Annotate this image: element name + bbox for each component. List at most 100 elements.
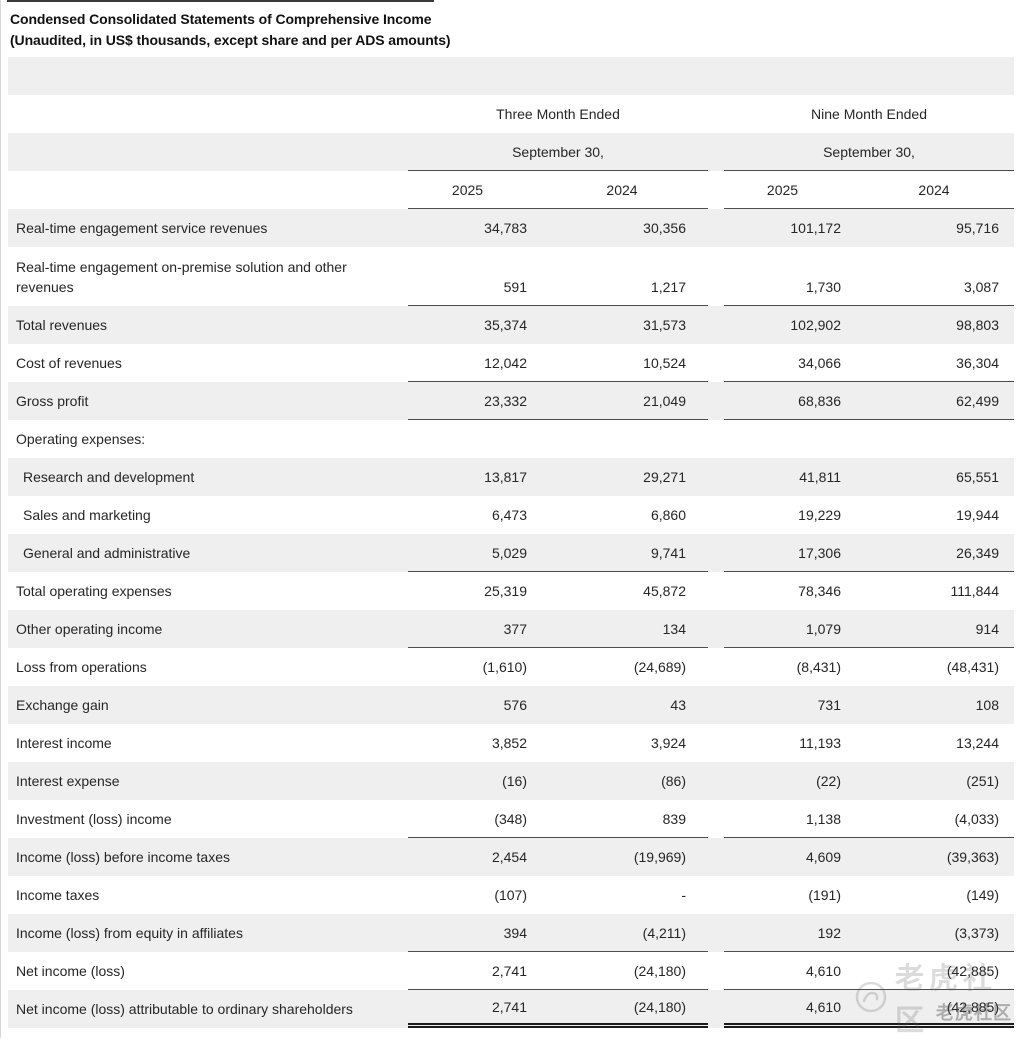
table-row: Operating expenses: bbox=[8, 420, 1014, 458]
cell-3m-2025: 576 bbox=[503, 697, 527, 713]
cell-9m-2024: 95,716 bbox=[956, 220, 999, 236]
year-header-row: 2025 2024 2025 2024 bbox=[8, 171, 1014, 209]
table-row: Gross profit 23,332 21,049 68,836 62,499 bbox=[8, 382, 1014, 420]
row-label: Total revenues bbox=[16, 317, 108, 333]
row-label: Income (loss) before income taxes bbox=[16, 849, 230, 865]
cell-9m-2024: 13,244 bbox=[956, 735, 999, 751]
cell-3m-2024: (4,211) bbox=[642, 924, 686, 941]
cell-3m-2024: 21,049 bbox=[643, 392, 686, 409]
cell-3m-2025: 13,817 bbox=[484, 469, 527, 485]
cell-9m-2024: (42,885) bbox=[946, 998, 999, 1015]
header-spacer-band bbox=[8, 57, 1014, 95]
cell-9m-2024: (39,363) bbox=[946, 849, 999, 865]
row-label: Real-time engagement service revenues bbox=[16, 220, 268, 236]
row-label: Real-time engagement on-premise solution… bbox=[16, 258, 347, 295]
year-header-9m-2025: 2025 bbox=[766, 181, 799, 198]
header-label-spacer bbox=[8, 133, 408, 171]
cell-9m-2025: 68,836 bbox=[798, 392, 841, 409]
cell-9m-2024: (149) bbox=[966, 887, 999, 903]
column-group-gap bbox=[708, 724, 724, 762]
header-label-spacer bbox=[8, 95, 408, 133]
cell-3m-2025: 2,741 bbox=[491, 998, 527, 1015]
cell-3m-2024: 45,872 bbox=[643, 583, 686, 599]
cell-3m-2025: 394 bbox=[503, 924, 527, 941]
cell-3m-2025: (107) bbox=[494, 887, 527, 903]
year-header-3m-2024: 2024 bbox=[606, 181, 638, 198]
cell-9m-2024: 98,803 bbox=[956, 317, 999, 333]
cell-3m-2024 bbox=[558, 420, 708, 458]
column-group-gap bbox=[708, 762, 724, 800]
row-label: Cost of revenues bbox=[16, 355, 122, 371]
table-body: Real-time engagement service revenues 34… bbox=[8, 209, 1014, 1028]
cell-3m-2024: 29,271 bbox=[643, 469, 686, 485]
cell-3m-2025: 35,374 bbox=[484, 317, 527, 333]
cell-9m-2024: (3,373) bbox=[954, 924, 999, 941]
table-row: Exchange gain 576 43 731 108 bbox=[8, 686, 1014, 724]
cell-9m-2025: (8,431) bbox=[796, 659, 841, 675]
column-group-gap bbox=[708, 209, 724, 247]
table-row: Other operating income 377 134 1,079 914 bbox=[8, 610, 1014, 648]
date-header-three-month: September 30, bbox=[408, 133, 708, 171]
column-group-gap bbox=[708, 952, 724, 990]
table-row: Income (loss) before income taxes 2,454 … bbox=[8, 838, 1014, 876]
column-group-gap bbox=[708, 382, 724, 420]
year-header-9m-2024: 2024 bbox=[918, 181, 950, 198]
table-row: Sales and marketing 6,473 6,860 19,229 1… bbox=[8, 496, 1014, 534]
date-header-row: September 30, September 30, bbox=[8, 133, 1014, 171]
row-label: Total operating expenses bbox=[16, 583, 172, 599]
period-header-three-month: Three Month Ended bbox=[496, 106, 620, 122]
cell-3m-2024: 9,741 bbox=[650, 544, 686, 561]
cell-3m-2025: 2,454 bbox=[491, 849, 527, 865]
row-label: Interest income bbox=[16, 735, 112, 751]
statement-subtitle: (Unaudited, in US$ thousands, except sha… bbox=[10, 32, 451, 48]
cell-3m-2024: 30,356 bbox=[643, 220, 686, 236]
cell-3m-2025: 3,852 bbox=[491, 735, 527, 751]
cell-9m-2024: 3,087 bbox=[963, 279, 999, 295]
cell-9m-2025: 192 bbox=[817, 924, 841, 941]
row-label: Exchange gain bbox=[16, 697, 109, 713]
row-label: Research and development bbox=[23, 469, 195, 485]
cell-9m-2024: 111,844 bbox=[950, 583, 999, 599]
row-label: Net income (loss) bbox=[16, 963, 125, 979]
date-header-nine-month: September 30, bbox=[724, 133, 1014, 171]
cell-9m-2025: 11,193 bbox=[799, 735, 841, 751]
row-label: Income taxes bbox=[16, 887, 100, 903]
column-group-gap bbox=[708, 686, 724, 724]
table-row: Loss from operations (1,610) (24,689) (8… bbox=[8, 648, 1014, 686]
row-label: Sales and marketing bbox=[23, 507, 151, 523]
table-row: General and administrative 5,029 9,741 1… bbox=[8, 534, 1014, 572]
column-group-gap bbox=[708, 344, 724, 382]
cell-9m-2024: 26,349 bbox=[956, 544, 999, 561]
cell-3m-2025: 5,029 bbox=[491, 544, 527, 561]
column-group-gap bbox=[708, 534, 724, 572]
column-group-gap bbox=[708, 572, 724, 610]
row-label: Investment (loss) income bbox=[16, 811, 172, 827]
cell-3m-2025: 12,042 bbox=[484, 354, 527, 371]
table-row: Cost of revenues 12,042 10,524 34,066 36… bbox=[8, 344, 1014, 382]
row-label: Gross profit bbox=[16, 393, 89, 409]
cell-3m-2025: (348) bbox=[494, 810, 527, 827]
cell-9m-2024: (42,885) bbox=[946, 962, 999, 979]
cell-3m-2025: (1,610) bbox=[482, 659, 527, 675]
column-group-gap bbox=[708, 133, 724, 171]
cell-3m-2024: (24,180) bbox=[633, 998, 686, 1015]
column-group-gap bbox=[708, 247, 724, 306]
column-group-gap bbox=[708, 306, 724, 344]
row-label: Income (loss) from equity in affiliates bbox=[16, 925, 243, 941]
cell-9m-2025: 34,066 bbox=[798, 354, 841, 371]
left-edge-line bbox=[0, 0, 1, 1038]
header-label-spacer bbox=[8, 171, 408, 209]
cell-3m-2025: 23,332 bbox=[484, 392, 527, 409]
cell-9m-2024: (251) bbox=[966, 773, 999, 789]
cell-9m-2025: 1,079 bbox=[805, 620, 841, 637]
cell-3m-2025: 377 bbox=[503, 620, 527, 637]
income-statement-table: Three Month Ended Nine Month Ended Septe… bbox=[8, 57, 1014, 1028]
row-label: Interest expense bbox=[16, 773, 120, 789]
cell-9m-2025: 1,730 bbox=[805, 279, 841, 295]
table-row: Real-time engagement on-premise solution… bbox=[8, 247, 1014, 306]
column-group-gap bbox=[708, 95, 724, 133]
cell-3m-2024: 10,524 bbox=[643, 354, 686, 371]
column-group-gap bbox=[708, 876, 724, 914]
table-row: Investment (loss) income (348) 839 1,138… bbox=[8, 800, 1014, 838]
